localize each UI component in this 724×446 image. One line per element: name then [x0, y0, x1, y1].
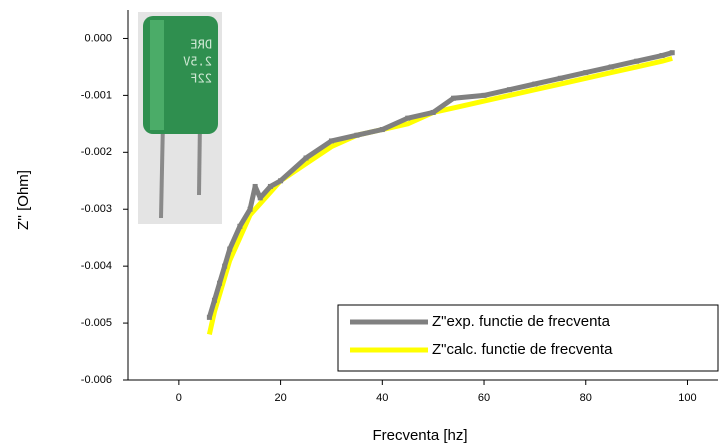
data-point	[257, 195, 263, 201]
y-tick-label: -0.006	[81, 374, 112, 386]
x-tick-label: 20	[274, 392, 286, 404]
data-point	[557, 75, 563, 81]
data-point	[328, 138, 334, 144]
x-tick-label: 100	[678, 392, 696, 404]
y-tick-label: 0.000	[84, 32, 112, 44]
y-tick-label: -0.001	[81, 89, 112, 101]
data-point	[379, 127, 385, 133]
data-point	[278, 178, 284, 184]
data-point	[451, 95, 457, 101]
x-tick-label: 80	[580, 392, 592, 404]
legend	[337, 304, 719, 372]
x-tick-label: 40	[376, 392, 388, 404]
inset-text: 2.5V	[183, 55, 212, 69]
data-point	[247, 206, 253, 212]
data-point	[532, 81, 538, 87]
data-point	[267, 183, 273, 189]
data-point	[354, 132, 360, 138]
data-point	[669, 50, 675, 56]
data-point	[583, 70, 589, 76]
inset-text: DRE	[190, 38, 212, 52]
inset-text: 22F	[190, 72, 212, 86]
y-tick-label: -0.004	[81, 260, 112, 272]
data-point	[252, 183, 258, 189]
legend-label: Z"exp. functie de frecventa	[432, 313, 611, 330]
data-point	[211, 297, 217, 303]
data-point	[206, 314, 212, 320]
inset-photo: DRE 2.5V 22F	[138, 12, 222, 224]
legend-label: Z"calc. functie de frecventa	[432, 341, 613, 358]
data-point	[303, 155, 309, 161]
data-point	[506, 87, 512, 93]
y-tick-label: -0.005	[81, 317, 112, 329]
x-tick-label: 0	[176, 392, 182, 404]
data-point	[634, 58, 640, 64]
data-point	[481, 92, 487, 98]
data-point	[227, 246, 233, 252]
y-axis-title: Z'' [Ohm]	[15, 170, 32, 230]
data-point	[659, 53, 665, 59]
y-tick-label: -0.003	[81, 203, 112, 215]
data-point	[237, 223, 243, 229]
x-tick-label: 60	[478, 392, 490, 404]
data-point	[608, 64, 614, 70]
y-tick-label: -0.002	[81, 146, 112, 158]
data-point	[217, 280, 223, 286]
data-point	[222, 263, 228, 269]
data-point	[430, 109, 436, 115]
data-point	[405, 115, 411, 121]
x-axis-title: Frecventa [hz]	[372, 427, 467, 444]
